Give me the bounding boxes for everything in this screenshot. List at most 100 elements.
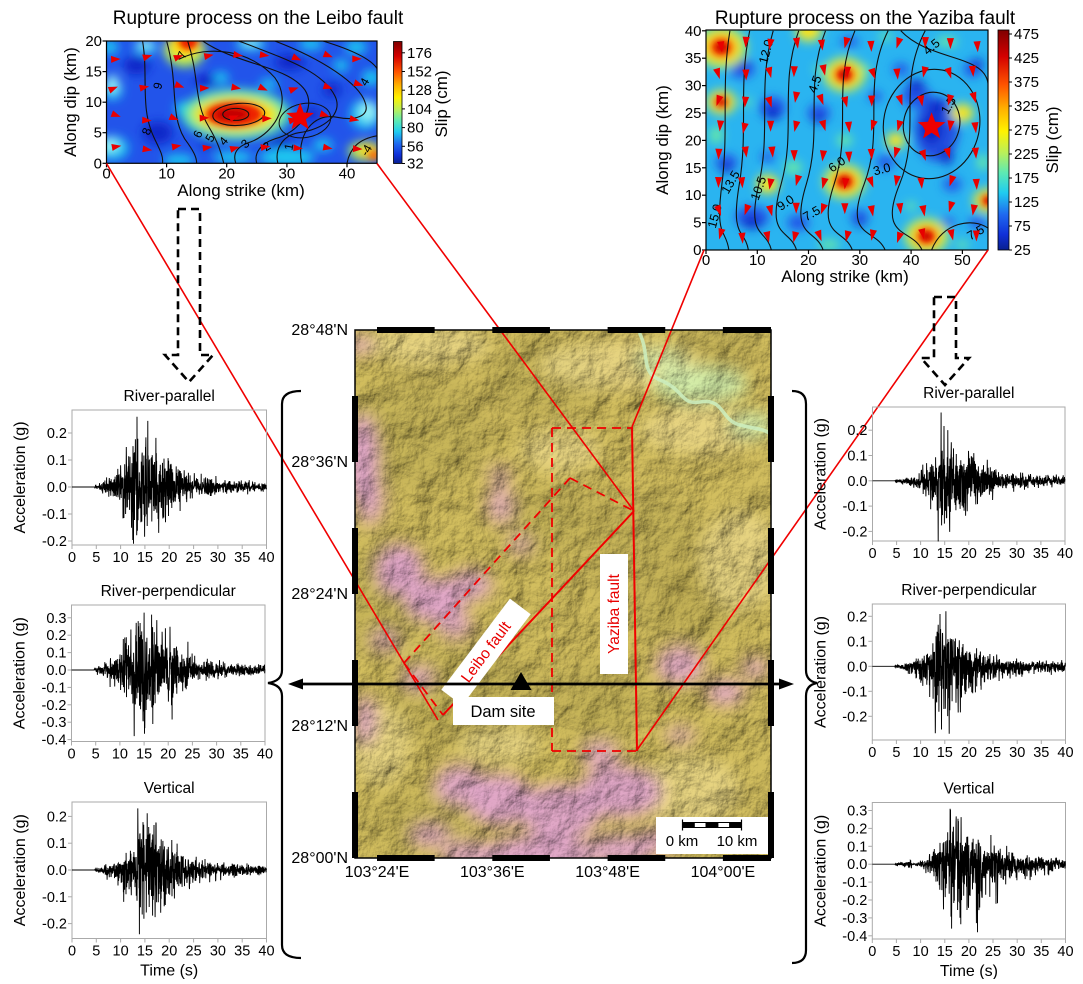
svg-text:25: 25 xyxy=(985,546,1001,562)
svg-text:75: 75 xyxy=(1014,218,1031,235)
svg-text:0.1: 0.1 xyxy=(847,839,867,855)
svg-text:0.0: 0.0 xyxy=(47,480,67,496)
svg-text:River-perpendicular: River-perpendicular xyxy=(901,582,1036,599)
svg-text:River-parallel: River-parallel xyxy=(124,388,215,405)
svg-text:River-parallel: River-parallel xyxy=(923,385,1014,402)
svg-text:10: 10 xyxy=(749,252,766,269)
svg-text:0.3: 0.3 xyxy=(46,611,66,627)
svg-text:30: 30 xyxy=(1009,745,1025,761)
svg-text:35: 35 xyxy=(685,50,702,67)
svg-text:Acceleration (g): Acceleration (g) xyxy=(812,815,829,927)
svg-text:Along strike (km): Along strike (km) xyxy=(781,267,909,286)
svg-text:-0.2: -0.2 xyxy=(842,709,867,725)
svg-text:25: 25 xyxy=(186,550,202,566)
svg-text:0.2: 0.2 xyxy=(47,426,67,442)
svg-text:25: 25 xyxy=(985,944,1001,960)
svg-text:80: 80 xyxy=(407,120,424,137)
svg-text:275: 275 xyxy=(1014,122,1039,139)
svg-text:0: 0 xyxy=(702,252,710,269)
svg-text:30: 30 xyxy=(209,747,225,763)
svg-text:20: 20 xyxy=(800,252,817,269)
svg-text:10: 10 xyxy=(913,944,929,960)
svg-text:15: 15 xyxy=(937,745,953,761)
svg-text:Rupture process on the Leibo f: Rupture process on the Leibo fault xyxy=(113,8,404,29)
svg-text:103°24'E: 103°24'E xyxy=(345,864,410,881)
svg-text:28°00'N: 28°00'N xyxy=(291,850,348,867)
svg-text:0: 0 xyxy=(102,165,110,182)
svg-text:0.0: 0.0 xyxy=(847,857,867,873)
svg-text:10 km: 10 km xyxy=(717,833,758,850)
svg-text:5: 5 xyxy=(92,944,100,960)
svg-text:32: 32 xyxy=(407,156,424,173)
svg-text:0.0: 0.0 xyxy=(847,474,867,490)
svg-text:35: 35 xyxy=(233,747,249,763)
svg-text:0: 0 xyxy=(693,242,701,259)
svg-text:20: 20 xyxy=(218,165,235,182)
svg-text:5: 5 xyxy=(693,215,701,232)
svg-text:-0.3: -0.3 xyxy=(42,715,67,731)
svg-text:Vertical: Vertical xyxy=(144,780,195,797)
svg-text:15: 15 xyxy=(937,944,953,960)
svg-text:10: 10 xyxy=(112,747,128,763)
svg-text:30: 30 xyxy=(279,165,296,182)
svg-text:0: 0 xyxy=(94,155,102,172)
svg-text:-0.4: -0.4 xyxy=(42,733,67,749)
svg-text:10: 10 xyxy=(158,165,175,182)
svg-text:175: 175 xyxy=(1014,170,1039,187)
svg-text:35: 35 xyxy=(1033,745,1049,761)
svg-text:Time (s): Time (s) xyxy=(940,963,998,979)
svg-text:40: 40 xyxy=(1057,546,1073,562)
svg-text:25: 25 xyxy=(184,747,200,763)
svg-text:20: 20 xyxy=(85,33,102,50)
svg-text:Acceleration (g): Acceleration (g) xyxy=(813,418,830,530)
svg-text:375: 375 xyxy=(1014,74,1039,91)
svg-text:10: 10 xyxy=(913,745,929,761)
svg-text:20: 20 xyxy=(961,745,977,761)
svg-text:0: 0 xyxy=(68,550,76,566)
svg-text:-0.1: -0.1 xyxy=(842,875,867,891)
svg-text:40: 40 xyxy=(685,23,702,40)
svg-text:20: 20 xyxy=(961,944,977,960)
svg-text:-0.2: -0.2 xyxy=(42,534,67,550)
svg-text:128: 128 xyxy=(407,82,432,99)
svg-text:35: 35 xyxy=(1033,944,1049,960)
svg-text:40: 40 xyxy=(258,944,274,960)
svg-text:40: 40 xyxy=(1057,745,1073,761)
svg-text:35: 35 xyxy=(234,944,250,960)
svg-text:Acceleration (g): Acceleration (g) xyxy=(12,617,29,729)
svg-text:0.0: 0.0 xyxy=(847,659,867,675)
svg-text:7: 7 xyxy=(174,49,190,60)
svg-text:10: 10 xyxy=(113,550,129,566)
svg-text:-0.1: -0.1 xyxy=(42,680,67,696)
svg-text:40: 40 xyxy=(257,747,273,763)
svg-text:0.2: 0.2 xyxy=(46,628,66,644)
svg-text:Rupture process on the Yaziba: Rupture process on the Yaziba fault xyxy=(715,8,1016,29)
svg-text:0.1: 0.1 xyxy=(47,453,67,469)
svg-text:-0.3: -0.3 xyxy=(842,911,867,927)
svg-text:0: 0 xyxy=(68,944,76,960)
svg-text:20: 20 xyxy=(961,546,977,562)
svg-text:0 km: 0 km xyxy=(666,833,699,850)
svg-text:225: 225 xyxy=(1014,146,1039,163)
svg-text:0.1: 0.1 xyxy=(847,634,867,650)
svg-text:104: 104 xyxy=(407,101,432,118)
svg-text:28°12'N: 28°12'N xyxy=(291,718,348,735)
svg-text:28°48'N: 28°48'N xyxy=(291,322,348,339)
svg-text:-0.1: -0.1 xyxy=(42,890,67,906)
svg-text:103°36'E: 103°36'E xyxy=(460,864,525,881)
svg-text:50: 50 xyxy=(954,252,971,269)
svg-text:15: 15 xyxy=(85,64,102,81)
svg-text:20: 20 xyxy=(161,944,177,960)
svg-text:10: 10 xyxy=(685,187,702,204)
svg-text:1: 1 xyxy=(281,142,296,151)
svg-text:-0.1: -0.1 xyxy=(842,684,867,700)
svg-text:-0.4: -0.4 xyxy=(842,929,867,945)
svg-text:0.3: 0.3 xyxy=(847,804,867,820)
svg-text:5: 5 xyxy=(92,747,100,763)
svg-text:4.5: 4.5 xyxy=(805,74,824,95)
svg-text:40: 40 xyxy=(258,550,274,566)
svg-text:-0.1: -0.1 xyxy=(843,499,868,515)
svg-text:15: 15 xyxy=(685,160,702,177)
svg-text:-0.2: -0.2 xyxy=(42,917,67,933)
svg-text:35: 35 xyxy=(234,550,250,566)
